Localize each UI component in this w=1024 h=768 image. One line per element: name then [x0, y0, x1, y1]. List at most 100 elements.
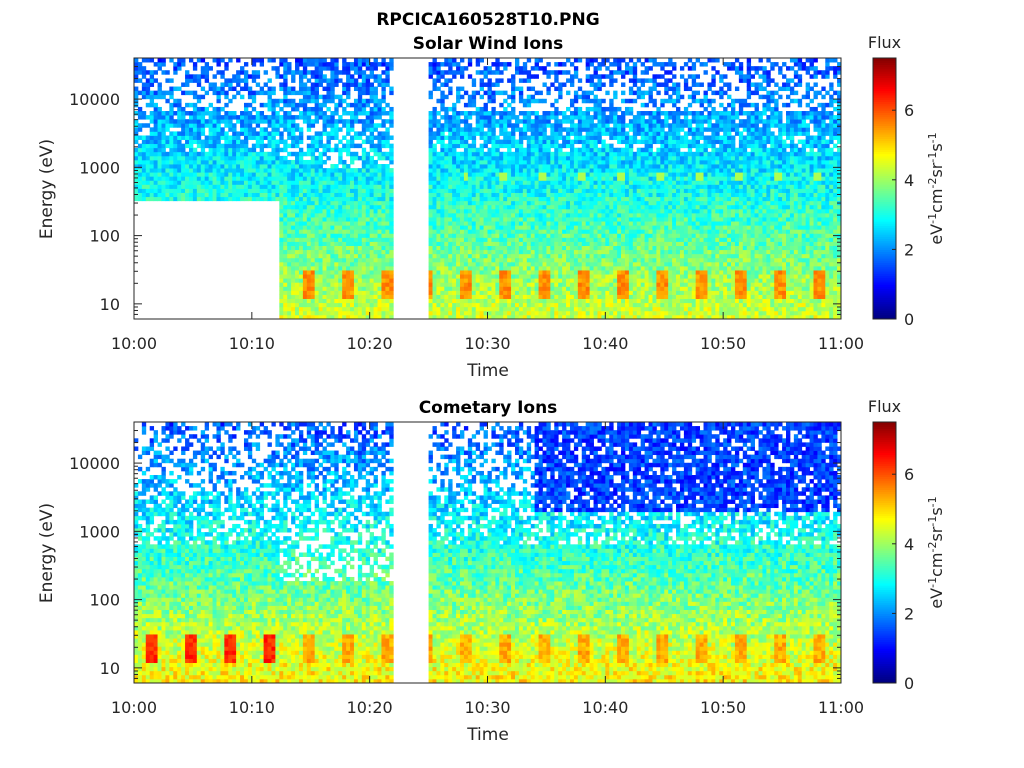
heatmap-cell — [373, 111, 378, 116]
heatmap-cell — [440, 212, 445, 218]
heatmap-cell — [511, 90, 516, 96]
heatmap-cell — [212, 123, 217, 128]
heatmap-cell — [452, 249, 457, 255]
heatmap-cell — [593, 257, 598, 263]
heatmap-cell — [554, 119, 559, 124]
heatmap-cell — [550, 241, 555, 246]
heatmap-cell — [279, 172, 284, 177]
heatmap-cell — [369, 261, 374, 267]
heatmap-cell — [365, 102, 371, 108]
heatmap-cell — [342, 82, 347, 87]
heatmap-cell — [259, 176, 265, 181]
heatmap-cell — [330, 253, 335, 259]
heatmap-cell — [326, 66, 331, 71]
heatmap-cell — [279, 98, 284, 104]
heatmap-cell — [216, 131, 221, 136]
heatmap-cell — [444, 261, 449, 267]
heatmap-cell — [232, 176, 237, 181]
heatmap-cell — [236, 143, 241, 149]
heatmap-cell — [228, 147, 233, 153]
heatmap-cell — [573, 225, 579, 230]
heatmap-cell — [569, 123, 575, 128]
heatmap-cell — [534, 98, 539, 104]
heatmap-cell — [185, 164, 190, 169]
heatmap-cell — [350, 102, 355, 108]
heatmap-cell — [295, 274, 300, 279]
heatmap-cell — [314, 70, 320, 75]
heatmap-cell — [153, 123, 158, 128]
heatmap-cell — [381, 229, 386, 234]
heatmap-cell — [302, 111, 308, 116]
heatmap-cell — [530, 249, 536, 255]
heatmap-cell — [503, 98, 508, 104]
heatmap-cell — [389, 62, 394, 67]
heatmap-cell — [585, 249, 591, 255]
heatmap-cell — [463, 257, 469, 263]
heatmap-cell — [381, 70, 386, 75]
heatmap-cell — [283, 147, 288, 153]
heatmap-cell — [566, 314, 571, 320]
heatmap-cell — [511, 135, 516, 140]
heatmap-cell — [436, 270, 441, 275]
heatmap-cell — [314, 294, 320, 300]
heatmap-cell — [346, 70, 351, 75]
heatmap-cell — [444, 111, 449, 116]
heatmap-cell — [542, 184, 547, 189]
heatmap-cell — [456, 164, 461, 169]
heatmap-cell — [228, 172, 233, 177]
heatmap-cell — [134, 58, 139, 63]
heatmap-cell — [456, 212, 461, 218]
heatmap-cell — [161, 94, 166, 100]
heatmap-cell — [263, 188, 268, 193]
heatmap-cell — [200, 139, 206, 145]
heatmap-cell — [456, 270, 461, 275]
heatmap-cell — [255, 135, 261, 140]
heatmap-cell — [507, 298, 512, 304]
heatmap-cell — [452, 212, 457, 218]
heatmap-cell — [432, 147, 437, 153]
heatmap-cell — [279, 200, 284, 206]
heatmap-cell — [593, 188, 598, 193]
heatmap-cell — [526, 282, 532, 287]
heatmap-cell — [326, 143, 331, 149]
heatmap-cell — [530, 66, 536, 71]
heatmap-cell — [330, 176, 335, 181]
heatmap-cell — [361, 82, 367, 87]
heatmap-cell — [562, 212, 567, 218]
heatmap-cell — [546, 188, 551, 193]
heatmap-cell — [593, 217, 598, 222]
heatmap-cell — [141, 74, 147, 79]
heatmap-cell — [511, 176, 516, 181]
heatmap-cell — [165, 90, 170, 96]
heatmap-cell — [228, 151, 233, 157]
heatmap-cell — [389, 298, 394, 304]
heatmap-cell — [141, 196, 147, 202]
heatmap-cell — [279, 139, 284, 145]
heatmap-cell — [153, 135, 158, 140]
heatmap-cell — [267, 106, 272, 112]
heatmap-cell — [204, 155, 210, 161]
heatmap-cell — [314, 155, 320, 161]
heatmap-cell — [514, 147, 520, 153]
heatmap-cell — [569, 139, 575, 145]
heatmap-cell — [542, 282, 547, 287]
heatmap-cell — [471, 82, 477, 87]
heatmap-cell — [224, 66, 229, 71]
heatmap-cell — [554, 225, 559, 230]
heatmap-cell — [507, 249, 512, 255]
heatmap-cell — [157, 90, 162, 96]
heatmap-cell — [475, 62, 481, 67]
heatmap-cell — [291, 164, 296, 169]
heatmap-cell — [287, 164, 292, 169]
heatmap-cell — [503, 139, 508, 145]
heatmap-cell — [526, 172, 532, 177]
heatmap-cell — [291, 286, 296, 291]
heatmap-cell — [566, 294, 571, 300]
heatmap-cell — [440, 229, 445, 234]
heatmap-cell — [353, 306, 359, 312]
heatmap-cell — [232, 86, 237, 92]
heatmap-cell — [196, 164, 202, 169]
heatmap-cell — [444, 257, 449, 263]
heatmap-cell — [593, 225, 598, 230]
heatmap-cell — [589, 176, 594, 181]
